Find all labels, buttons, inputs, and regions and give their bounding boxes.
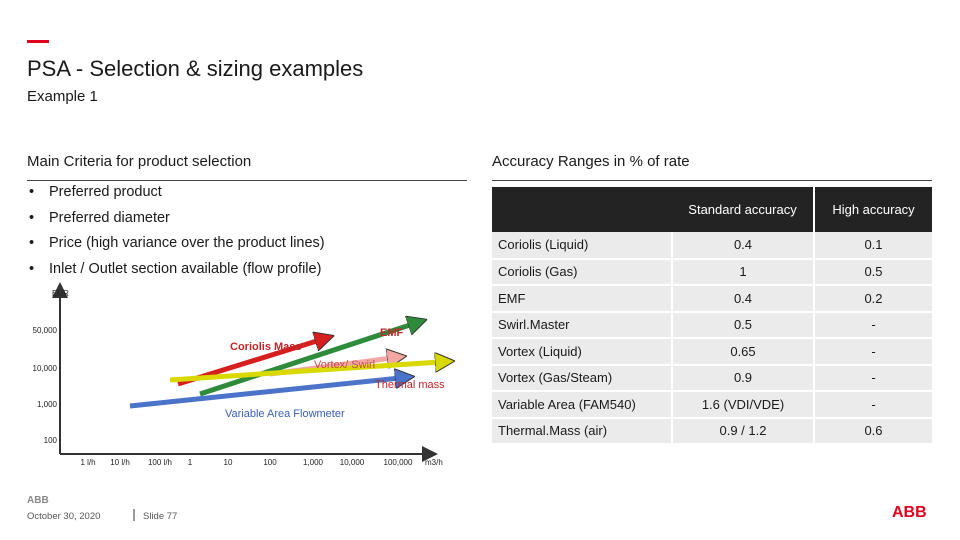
criteria-text: Price (high variance over the product li… (49, 235, 325, 251)
slide-number: Slide 77 (143, 511, 178, 522)
standard-accuracy-cell: 0.4 (671, 232, 814, 260)
standard-accuracy-cell: 0.9 / 1.2 (671, 417, 814, 445)
y-tick-label: 10,000 (33, 364, 58, 373)
meter-type-cell: Coriolis (Gas) (492, 258, 672, 286)
criteria-item: • Preferred diameter (27, 209, 467, 235)
series-label: EMF (380, 327, 404, 339)
meter-type-cell: EMF (492, 285, 672, 313)
x-tick-label: 10 (224, 458, 233, 467)
column-header (492, 187, 672, 232)
table-row: Variable Area (FAM540) 1.6 (VDI/VDE) - (492, 391, 932, 419)
x-tick-label: 1,000 (303, 458, 324, 467)
accuracy-table: Standard accuracy High accuracy Coriolis… (492, 187, 932, 445)
standard-accuracy-cell: 0.4 (671, 285, 814, 313)
series-label: Vortex/ Swirl (314, 359, 375, 371)
standard-accuracy-cell: 0.5 (671, 311, 814, 339)
high-accuracy-cell: - (813, 364, 932, 392)
bullet: • (29, 260, 35, 277)
standard-accuracy-cell: 1 (671, 258, 814, 286)
high-accuracy-cell: - (813, 311, 932, 339)
series-arrow (169, 362, 440, 383)
high-accuracy-cell: 0.6 (813, 417, 932, 445)
standard-accuracy-cell: 0.9 (671, 364, 814, 392)
accuracy-heading: Accuracy Ranges in % of rate (492, 153, 690, 170)
criteria-list: • Preferred product • Preferred diameter •… (27, 183, 467, 285)
y-axis-label: EUR (52, 289, 69, 298)
meter-type-cell: Variable Area (FAM540) (492, 391, 672, 419)
x-tick-label: 100,000 (384, 458, 413, 467)
column-header-standard: Standard accuracy (672, 187, 814, 232)
page-title: PSA - Selection & sizing examples (27, 56, 364, 81)
series-label: Thermal mass (375, 379, 445, 391)
table-header-row: Standard accuracy High accuracy (492, 187, 932, 232)
high-accuracy-cell: 0.1 (813, 232, 932, 260)
table-row: Vortex (Gas/Steam) 0.9- (492, 364, 932, 392)
footer-date: October 30, 2020 (27, 511, 101, 522)
high-accuracy-cell: 0.5 (813, 258, 932, 286)
x-tick-label: 10 l/h (110, 458, 130, 467)
series-label: Coriolis Mass (230, 341, 302, 353)
table-body: Coriolis (Liquid) 0.4 0.1 Coriolis (Gas) 1 0.… (492, 232, 932, 445)
bullet: • (29, 209, 35, 226)
meter-type-cell: Swirl.Master (492, 311, 672, 339)
high-accuracy-cell: 0.2 (813, 285, 932, 313)
page-subtitle: Example 1 (27, 88, 98, 105)
title-accent-bar (27, 40, 49, 43)
table-row: Thermal.Mass (air) 0.9 / 1.2 0.6 (492, 417, 932, 445)
criteria-heading: Main Criteria for product selection (27, 153, 252, 170)
y-tick-label: 50,000 (33, 326, 58, 335)
abb-logo: ABB (892, 504, 927, 519)
x-tick-labels: 1 l/h 10 l/h 100 l/h 1 10 100 1,000 10,000 100,0… (80, 458, 413, 467)
high-accuracy-cell: - (813, 391, 932, 419)
table-row: Coriolis (Gas) 1 0.5 (492, 258, 932, 286)
high-accuracy-cell: - (813, 338, 932, 366)
criteria-text: Preferred diameter (49, 209, 170, 226)
series-arrow (199, 324, 413, 397)
criteria-item: • Preferred product (27, 183, 467, 209)
x-tick-label: 10,000 (340, 458, 365, 467)
bullet: • (29, 235, 35, 251)
standard-accuracy-cell: 1.6 (VDI/VDE) (671, 391, 814, 419)
series-arrow (129, 378, 400, 409)
table-row: Coriolis (Liquid) 0.4 0.1 (492, 232, 932, 260)
table-row: Vortex (Liquid) 0.65- (492, 338, 932, 366)
y-tick-label: 100 (44, 436, 58, 445)
y-tick-labels: 50,000 10,000 1,000 100 (33, 326, 58, 445)
criteria-divider (27, 180, 467, 181)
series-label: Variable Area Flowmeter (225, 408, 345, 420)
table-row: Swirl.Master 0.5- (492, 311, 932, 339)
y-tick-label: 1,000 (37, 400, 58, 409)
meter-type-cell: Vortex (Liquid) (492, 338, 672, 366)
x-tick-label: 100 l/h (148, 458, 172, 467)
meter-type-cell: Coriolis (Liquid) (492, 232, 672, 260)
meter-type-cell: Thermal.Mass (air) (492, 417, 672, 445)
criteria-text: Inlet / Outlet section available (flow p… (49, 260, 322, 277)
x-tick-label: 1 l/h (80, 458, 95, 467)
meter-type-cell: Vortex (Gas/Steam) (492, 364, 672, 392)
bullet: • (29, 184, 35, 200)
x-axis-label: m3/h (425, 458, 443, 467)
table-row: EMF 0.4 0.2 (492, 285, 932, 313)
price-vs-flow-chart: EUR m3/h 50,000 10,000 1,000 100 1 l/h 10 l/… (33, 282, 460, 467)
abb-logo-text: ABB (892, 504, 927, 519)
criteria-item: • Inlet / Outlet section available (flow … (27, 260, 467, 286)
criteria-text: Preferred product (49, 184, 162, 200)
x-tick-label: 1 (188, 458, 193, 467)
accuracy-divider (492, 180, 932, 181)
abb-footer-logo: ABB (27, 495, 49, 504)
criteria-item: • Price (high variance over the product l… (27, 234, 467, 260)
footer-separator (133, 509, 135, 521)
x-tick-label: 100 (263, 458, 277, 467)
series-arrows (129, 324, 440, 409)
footer-logo-text: ABB (27, 495, 49, 504)
standard-accuracy-cell: 0.65 (671, 338, 814, 366)
column-header-high: High accuracy (813, 187, 932, 232)
